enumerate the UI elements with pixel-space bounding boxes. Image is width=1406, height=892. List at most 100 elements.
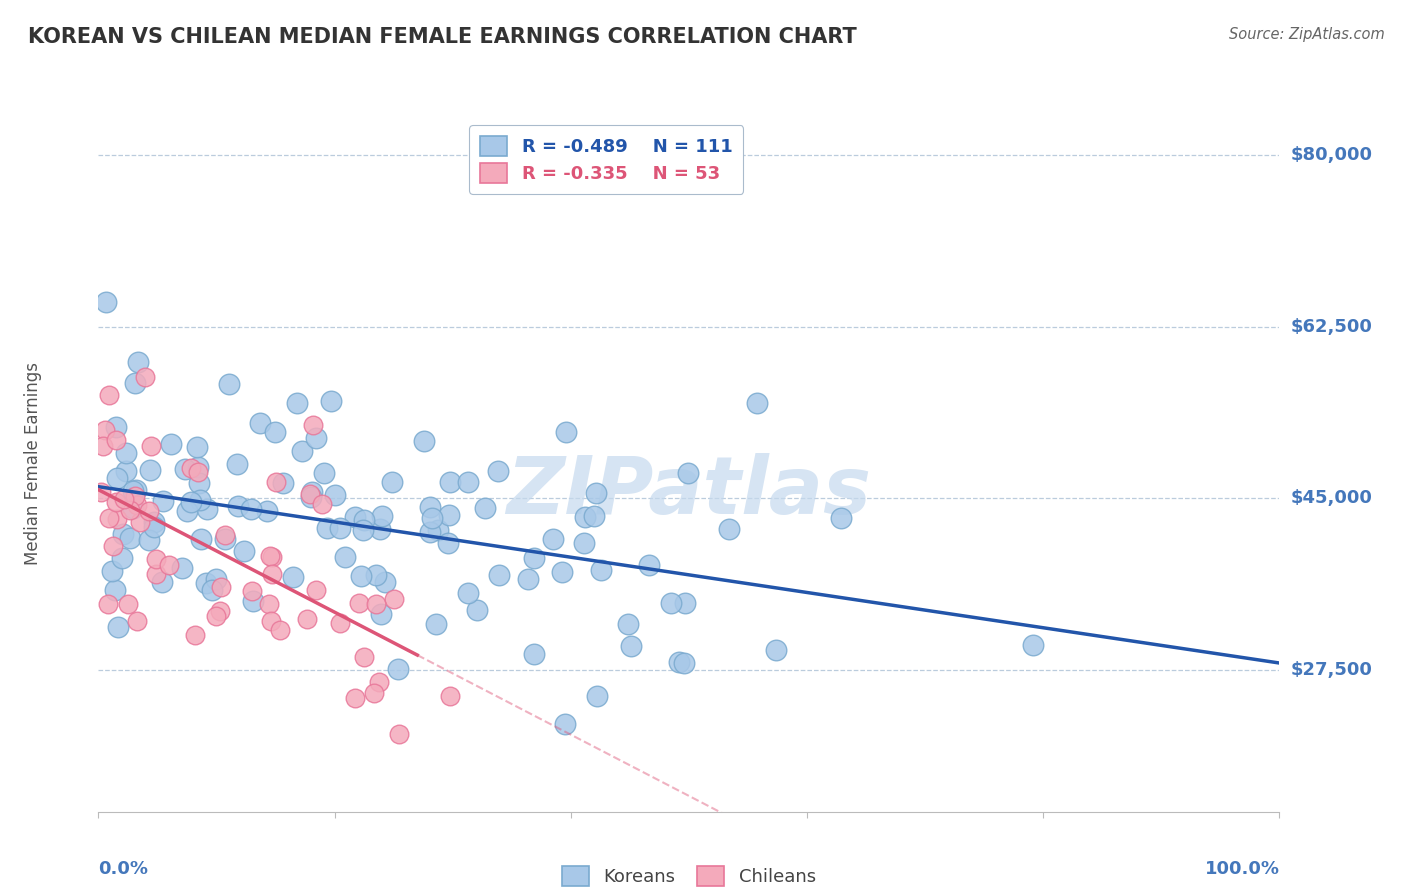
Point bbox=[170, 561, 193, 575]
Point bbox=[118, 503, 141, 517]
Point bbox=[638, 558, 661, 572]
Point bbox=[676, 466, 699, 480]
Point bbox=[321, 393, 343, 408]
Point bbox=[134, 369, 156, 384]
Point bbox=[101, 564, 124, 578]
Point bbox=[242, 593, 264, 607]
Point bbox=[259, 549, 281, 564]
Point bbox=[343, 691, 366, 706]
Point bbox=[271, 475, 294, 490]
Point bbox=[122, 484, 145, 499]
Point bbox=[188, 493, 211, 508]
Point bbox=[370, 509, 392, 524]
Point bbox=[150, 574, 173, 589]
Point bbox=[205, 572, 228, 586]
Text: 0.0%: 0.0% bbox=[98, 861, 149, 879]
Point bbox=[142, 515, 165, 529]
Point bbox=[486, 464, 509, 478]
Point bbox=[112, 492, 135, 507]
Point bbox=[232, 544, 254, 558]
Point bbox=[1022, 638, 1045, 652]
Point bbox=[122, 500, 145, 515]
Point bbox=[301, 485, 323, 500]
Text: $62,500: $62,500 bbox=[1291, 318, 1372, 335]
Point bbox=[419, 524, 441, 539]
Point bbox=[195, 502, 218, 516]
Point bbox=[260, 566, 283, 581]
Point bbox=[115, 464, 138, 478]
Point bbox=[115, 446, 138, 460]
Point bbox=[672, 656, 695, 670]
Point bbox=[214, 533, 236, 547]
Point bbox=[101, 539, 124, 553]
Point bbox=[366, 597, 388, 611]
Point bbox=[195, 576, 218, 591]
Point bbox=[127, 498, 149, 512]
Point bbox=[190, 532, 212, 546]
Point bbox=[474, 500, 496, 515]
Point bbox=[125, 483, 148, 497]
Point bbox=[107, 620, 129, 634]
Point bbox=[437, 508, 460, 523]
Point bbox=[617, 616, 640, 631]
Point bbox=[264, 425, 287, 440]
Point bbox=[117, 597, 139, 611]
Point bbox=[256, 504, 278, 518]
Point bbox=[374, 574, 396, 589]
Point bbox=[97, 597, 120, 611]
Point bbox=[572, 536, 595, 550]
Point bbox=[437, 535, 460, 549]
Point bbox=[118, 531, 141, 545]
Point bbox=[187, 475, 209, 490]
Point bbox=[574, 509, 596, 524]
Text: Source: ZipAtlas.com: Source: ZipAtlas.com bbox=[1229, 27, 1385, 42]
Point bbox=[152, 494, 174, 508]
Point bbox=[304, 582, 326, 597]
Point bbox=[143, 519, 166, 533]
Point bbox=[368, 523, 391, 537]
Point bbox=[157, 558, 180, 573]
Point bbox=[98, 511, 121, 525]
Point bbox=[673, 596, 696, 610]
Point bbox=[174, 462, 197, 476]
Point bbox=[124, 376, 146, 390]
Point bbox=[105, 512, 128, 526]
Point bbox=[125, 614, 148, 628]
Point bbox=[127, 355, 149, 369]
Text: $45,000: $45,000 bbox=[1291, 489, 1372, 508]
Point bbox=[747, 396, 769, 410]
Point bbox=[585, 689, 607, 703]
Point bbox=[269, 623, 291, 637]
Point bbox=[209, 604, 232, 618]
Point bbox=[160, 437, 183, 451]
Point bbox=[94, 423, 117, 437]
Point bbox=[329, 521, 352, 535]
Point bbox=[139, 439, 162, 453]
Point bbox=[305, 431, 328, 445]
Point bbox=[295, 611, 318, 625]
Point bbox=[90, 485, 112, 500]
Point bbox=[523, 550, 546, 565]
Point bbox=[329, 616, 352, 631]
Point bbox=[350, 569, 373, 583]
Point bbox=[205, 609, 228, 624]
Point bbox=[240, 502, 263, 516]
Point bbox=[367, 675, 389, 690]
Point bbox=[765, 642, 787, 657]
Point bbox=[370, 607, 392, 621]
Point bbox=[94, 295, 117, 310]
Point bbox=[380, 475, 402, 490]
Point bbox=[139, 463, 162, 477]
Point bbox=[145, 567, 167, 582]
Point bbox=[582, 508, 605, 523]
Point bbox=[112, 526, 135, 541]
Point bbox=[259, 615, 281, 629]
Point bbox=[225, 458, 247, 472]
Text: Median Female Earnings: Median Female Earnings bbox=[24, 362, 42, 566]
Point bbox=[124, 489, 146, 503]
Point bbox=[516, 572, 538, 586]
Point bbox=[555, 425, 578, 440]
Legend: Koreans, Chileans: Koreans, Chileans bbox=[555, 859, 823, 892]
Point bbox=[363, 686, 385, 700]
Point bbox=[257, 597, 280, 611]
